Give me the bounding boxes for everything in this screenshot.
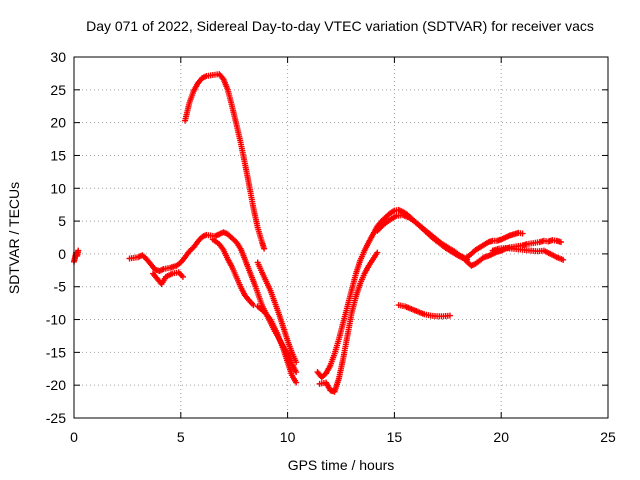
series-trace-3 <box>150 269 186 288</box>
x-axis-label: GPS time / hours <box>288 457 395 473</box>
x-tick-labels: 0 5 10 15 20 25 <box>70 429 616 445</box>
y-tick-labels: -25 -20 -15 -10 -5 0 5 10 15 20 25 30 <box>46 49 66 426</box>
series-trace-11 <box>395 302 453 320</box>
plot-frame <box>73 56 609 419</box>
x-tick-label: 5 <box>177 429 185 445</box>
series-trace-5 <box>182 71 268 252</box>
data-point <box>560 256 567 263</box>
y-tick-label: 25 <box>50 82 66 98</box>
y-tick-label: 30 <box>50 49 66 65</box>
data-point <box>558 239 565 246</box>
series-trace-4 <box>209 236 257 309</box>
y-tick-label: -10 <box>46 312 66 328</box>
series-trace-9 <box>316 249 381 395</box>
data-point <box>250 302 257 309</box>
y-tick-label: -25 <box>46 410 66 426</box>
data-point <box>75 247 82 254</box>
x-tick-label: 10 <box>280 429 296 445</box>
x-tick-label: 0 <box>70 429 78 445</box>
data-marks <box>71 71 567 395</box>
y-tick-label: 20 <box>50 115 66 131</box>
data-point <box>293 359 300 366</box>
series-trace-2 <box>126 229 300 376</box>
data-point <box>293 379 300 386</box>
data-point <box>374 249 381 256</box>
y-tick-label: -5 <box>54 279 67 295</box>
y-tick-label: 5 <box>58 213 66 229</box>
grid-lines <box>74 57 608 418</box>
data-point <box>261 245 268 252</box>
data-point <box>293 369 300 376</box>
y-tick-label: 15 <box>50 147 66 163</box>
data-point <box>179 273 186 280</box>
y-tick-label: 10 <box>50 180 66 196</box>
data-point <box>446 312 453 319</box>
x-tick-label: 25 <box>600 429 616 445</box>
y-tick-label: -20 <box>46 377 66 393</box>
chart-title: Day 071 of 2022, Sidereal Day-to-day VTE… <box>86 18 594 34</box>
series-trace-14 <box>489 245 567 263</box>
y-tick-label: -15 <box>46 344 66 360</box>
y-axis-label: SDTVAR / TECUs <box>6 182 22 294</box>
x-tick-label: 20 <box>493 429 509 445</box>
series-trace-13 <box>464 229 526 261</box>
data-point <box>519 230 526 237</box>
series-trace-7 <box>254 303 300 386</box>
series-trace-6 <box>254 259 300 366</box>
y-tick-label: 0 <box>58 246 66 262</box>
x-tick-label: 15 <box>387 429 403 445</box>
